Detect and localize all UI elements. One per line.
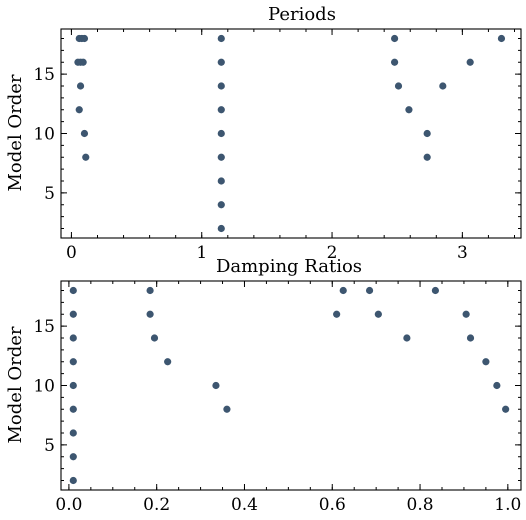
data-point	[82, 153, 90, 161]
axis-ticks: 0 1 2 3 5 10 15	[33, 29, 521, 263]
data-point	[217, 82, 225, 90]
scatter-points	[74, 34, 506, 233]
data-point	[217, 34, 225, 43]
data-point	[439, 82, 447, 90]
data-point	[423, 129, 431, 138]
data-point	[217, 58, 225, 66]
damping-ratios-chart: Damping Ratios Model Order 0.0 0.2 0.4 0.6 0…	[5, 256, 522, 515]
data-point	[466, 334, 475, 342]
data-point	[69, 286, 77, 295]
data-point	[212, 381, 220, 390]
data-point	[146, 286, 154, 295]
data-point	[146, 310, 154, 318]
data-point	[390, 58, 399, 66]
data-point	[75, 106, 83, 114]
data-point	[405, 106, 413, 114]
y-tick-label: 10	[33, 125, 55, 145]
x-tick-label: 0.6	[319, 495, 346, 515]
data-point	[69, 405, 77, 413]
x-tick-label: 1.0	[494, 495, 521, 515]
data-point	[217, 224, 225, 233]
x-tick-label: 0.2	[143, 495, 170, 515]
x-tick-label: 0.0	[55, 495, 82, 515]
y-axis-label: Model Order	[5, 326, 26, 443]
data-point	[502, 405, 510, 413]
data-point	[69, 334, 77, 342]
data-point	[69, 310, 77, 318]
data-point	[333, 310, 341, 318]
data-point	[69, 429, 77, 437]
data-point	[217, 201, 225, 209]
y-axis-label: Model Order	[5, 74, 26, 191]
data-point	[223, 405, 231, 413]
data-point	[69, 381, 77, 390]
x-tick-label: 3	[457, 243, 468, 263]
y-tick-label: 5	[44, 436, 55, 456]
data-point	[217, 153, 225, 161]
data-point	[423, 153, 431, 161]
data-point	[394, 82, 403, 90]
x-tick-label: 0.8	[407, 495, 434, 515]
x-tick-label: 0.4	[231, 495, 258, 515]
data-point	[390, 34, 399, 43]
data-point	[462, 310, 470, 318]
data-point	[493, 381, 501, 390]
y-tick-label: 15	[33, 65, 55, 85]
y-tick-label: 5	[44, 184, 55, 204]
data-point	[217, 177, 225, 185]
scatter-points	[69, 286, 510, 485]
y-tick-label: 10	[33, 377, 55, 397]
x-tick-label: 1	[196, 243, 207, 263]
data-point	[76, 82, 85, 90]
x-tick-label: 0	[66, 243, 77, 263]
data-point	[374, 310, 382, 318]
plot-frame	[60, 280, 522, 491]
data-point	[69, 476, 77, 485]
data-point	[365, 286, 374, 295]
axis-ticks: 0.0 0.2 0.4 0.6 0.8 1.0 5 10 15	[33, 281, 521, 515]
chart-title: Damping Ratios	[216, 256, 362, 277]
x-tick-label: 2	[327, 243, 338, 263]
data-point	[482, 358, 490, 366]
data-point	[69, 358, 77, 366]
data-point	[79, 58, 87, 66]
data-point	[69, 453, 77, 461]
data-point	[217, 106, 225, 114]
data-point	[164, 358, 172, 366]
data-point	[339, 286, 347, 295]
data-point	[217, 129, 225, 138]
data-point	[403, 334, 411, 342]
y-tick-label: 15	[33, 317, 55, 337]
data-point	[80, 34, 89, 43]
data-point	[431, 286, 440, 295]
data-point	[150, 334, 159, 342]
data-point	[80, 129, 89, 138]
data-point	[466, 58, 474, 66]
data-point	[497, 34, 506, 43]
periods-chart: Periods Model Order 0 1 2 3 5 10 15	[5, 4, 522, 263]
plot-frame	[60, 28, 522, 239]
chart-title: Periods	[268, 4, 336, 25]
